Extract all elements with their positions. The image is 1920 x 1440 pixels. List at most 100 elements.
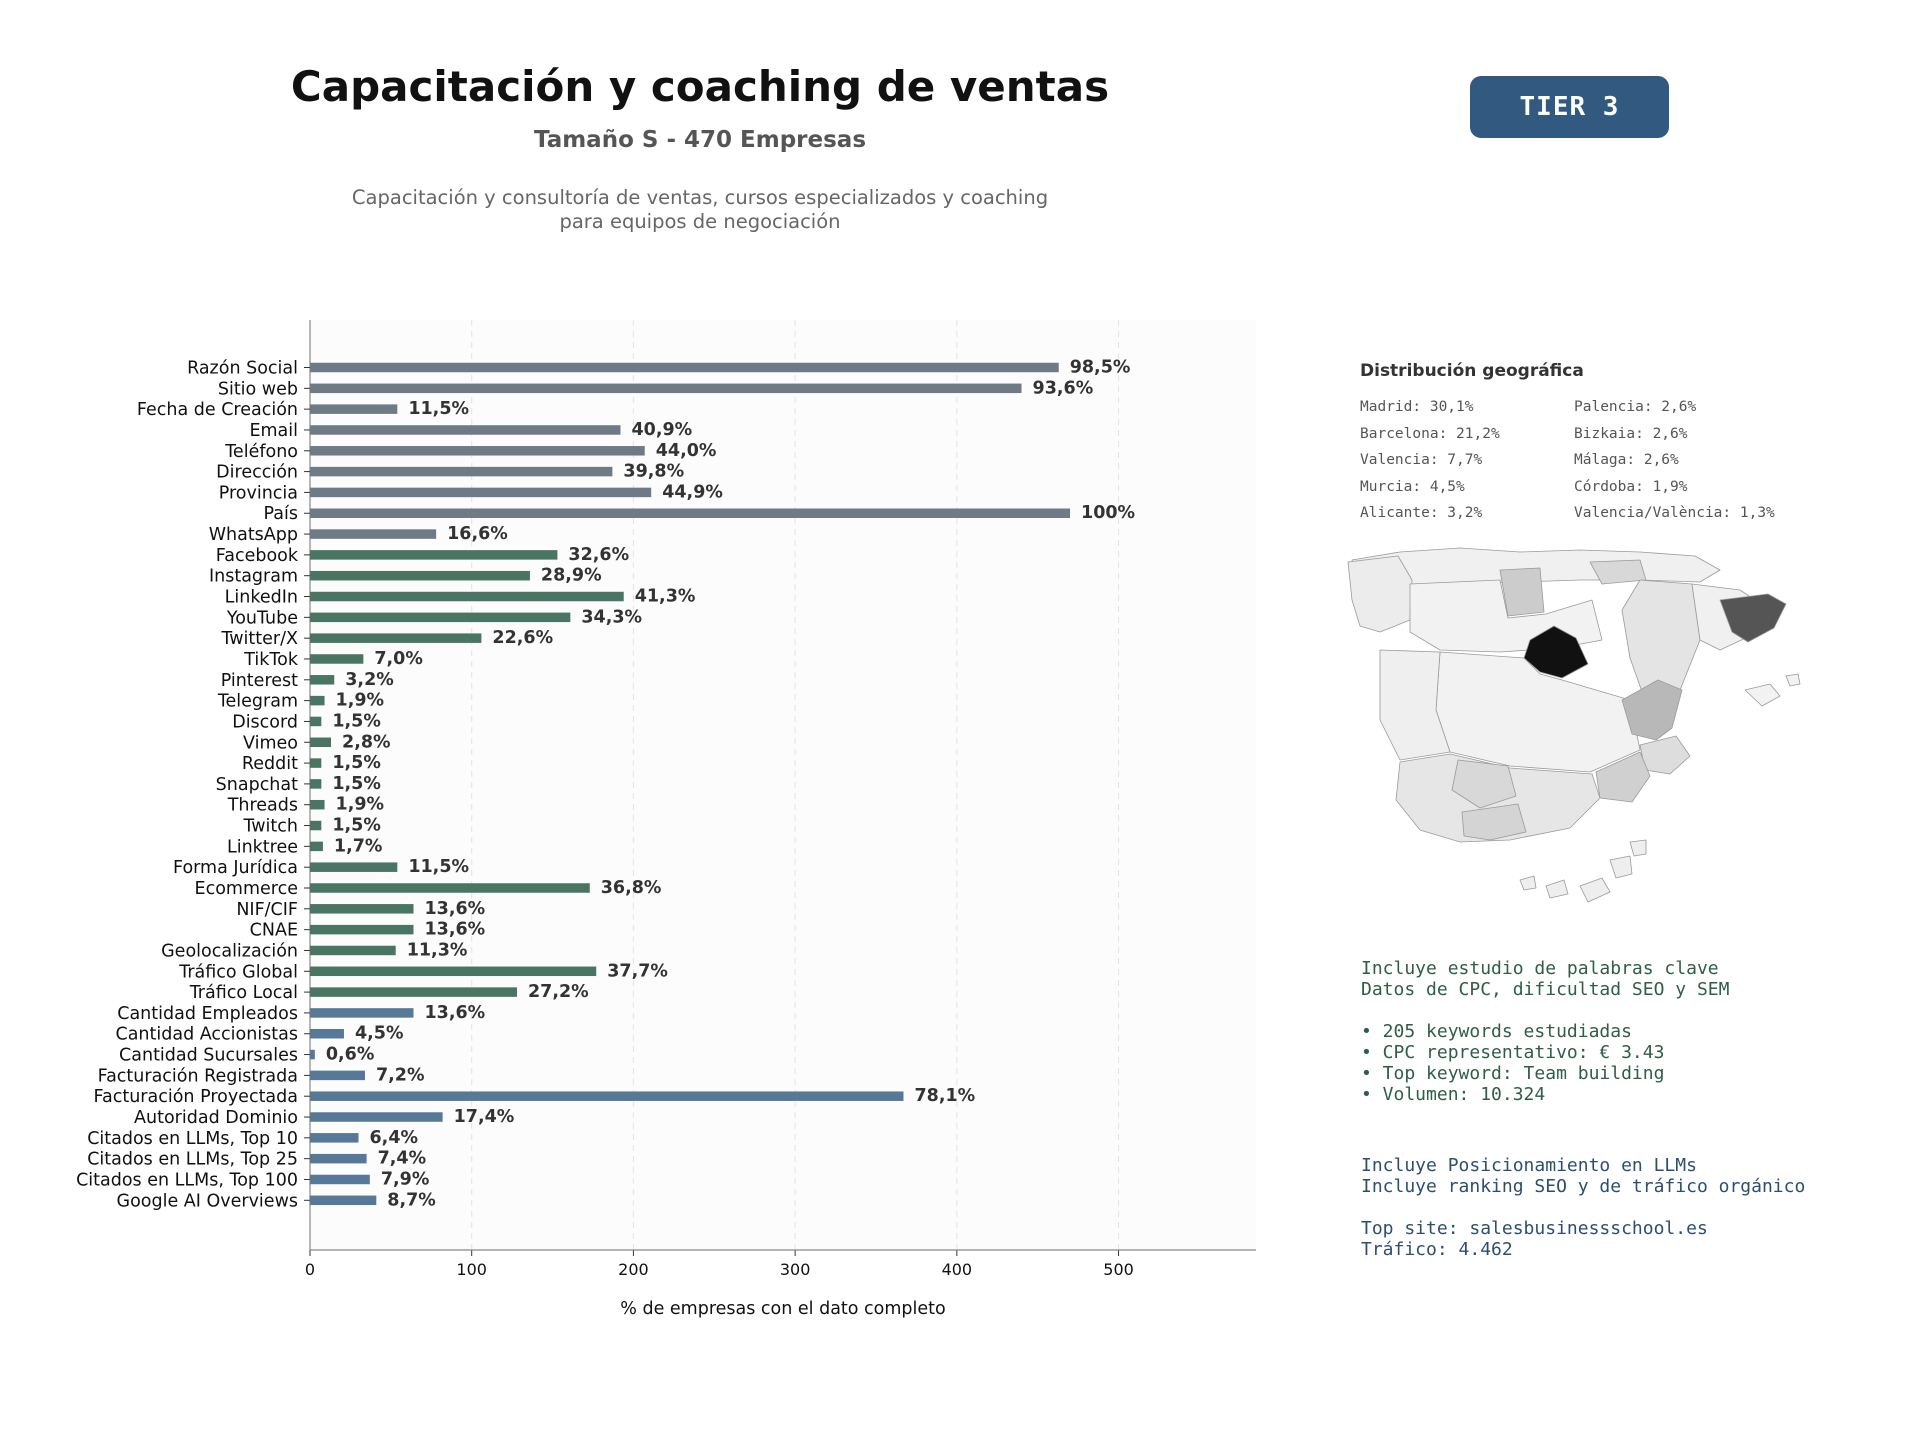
tier-badge: TIER 3 [1470,76,1669,138]
keywords-bullet: • Top keyword: Team building [1361,1063,1665,1084]
page-subtitle: Tamaño S - 470 Empresas [533,127,867,153]
data-label: 3,2% [345,670,394,690]
plot-area [310,320,1256,1250]
bar [310,883,590,893]
llm-line: Incluye ranking SEO y de tráfico orgánic… [1361,1176,1806,1197]
data-label: 1,5% [332,711,381,731]
data-label: 7,2% [376,1065,425,1085]
data-label: 1,5% [332,753,381,773]
category-label: Cantidad Sucursales [119,1046,298,1066]
bar [310,508,1071,518]
category-label: Forma Jurídica [173,858,298,878]
category-label: NIF/CIF [236,900,298,920]
data-label: 40,9% [631,420,692,440]
data-label: 11,5% [408,399,469,419]
category-label: Pinterest [221,671,298,691]
map-region-valencia [1621,679,1683,741]
data-label: 13,6% [424,920,485,940]
x-tick-label: 400 [942,1260,973,1279]
bar [310,529,437,539]
spain-map [1347,547,1801,903]
map-region-barcelona [1719,593,1787,643]
map-region-alicante [1639,735,1691,775]
category-label: Tráfico Local [189,983,298,1003]
category-label: Citados en LLMs, Top 25 [87,1150,298,1170]
bar [310,862,398,872]
bar [310,675,335,685]
category-label: Instagram [209,567,298,587]
data-label: 98,5% [1070,358,1131,378]
top-site: Top site: salesbusinessschool.es [1361,1218,1708,1239]
bar [310,654,364,664]
geo-distribution-title: Distribución geográfica [1360,361,1584,381]
data-label: 44,9% [662,482,723,502]
bar [310,1112,443,1122]
data-label: 44,0% [656,441,717,461]
data-label: 39,8% [623,462,684,482]
data-label: 13,6% [424,1003,485,1023]
bar [310,404,398,414]
data-label: 16,6% [447,524,508,544]
data-label: 41,3% [635,587,696,607]
map-region-bizkaia [1589,559,1647,585]
category-label: Provincia [219,483,298,503]
bar [310,1153,367,1164]
data-label: 11,5% [408,857,469,877]
llm-info: Incluye Posicionamiento en LLMs Incluye … [1361,1155,1805,1260]
x-tick-label: 500 [1103,1260,1134,1279]
category-label: Twitch [242,817,298,837]
keywords-bullet: • 205 keywords estudiadas [1361,1021,1632,1042]
bar [310,841,323,852]
data-label: 0,6% [326,1045,375,1065]
category-label: Dirección [216,463,298,483]
category-label: Threads [227,796,298,816]
data-label: 8,7% [387,1190,436,1210]
map-region-malaga [1461,803,1527,841]
bar [310,633,482,643]
bar [310,1008,414,1018]
data-label: 22,6% [492,628,553,648]
category-label: WhatsApp [209,525,298,545]
category-label: Vimeo [243,733,298,753]
geo-item: Madrid: 30,1% [1360,399,1474,415]
keywords-line: Incluye estudio de palabras clave [1361,958,1719,979]
description-line: Capacitación y consultoría de ventas, cu… [351,186,1049,209]
category-label: Citados en LLMs, Top 100 [76,1170,298,1190]
bar [310,820,322,831]
data-label: 7,4% [378,1149,427,1169]
bar [310,1028,344,1039]
map-region-palencia [1499,567,1545,617]
data-label: 7,0% [374,649,423,669]
data-label: 1,5% [332,816,381,836]
geo-item: Córdoba: 1,9% [1574,478,1688,495]
bar [310,591,624,602]
geo-item: Málaga: 2,6% [1574,452,1679,468]
category-label: Teléfono [224,442,298,462]
bar [310,987,517,997]
category-label: LinkedIn [225,588,298,608]
category-label: País [264,504,298,524]
map-region-galicia [1347,555,1413,633]
x-tick-label: 200 [618,1260,649,1279]
data-label: 7,9% [381,1169,430,1189]
data-label: 1,9% [336,795,385,815]
category-label: Telegram [217,692,298,712]
map-region-extremadura [1379,649,1451,761]
data-label: 6,4% [370,1128,419,1148]
category-label: Facebook [216,546,299,566]
category-label: Linktree [227,837,298,857]
category-label: Facturación Proyectada [94,1087,298,1107]
bar [310,1195,377,1206]
data-label: 34,3% [581,607,642,627]
category-label: TikTok [243,650,299,670]
bar [310,550,558,560]
category-label: Sitio web [218,379,298,399]
data-label: 27,2% [528,982,589,1002]
bar-chart: 0 100 200 300 400 500 Razón Social 98,5% Sitio w… [76,320,1256,1319]
data-label: 1,5% [332,774,381,794]
category-label: Fecha de Creación [137,400,298,420]
geo-item: Barcelona: 21,2% [1360,425,1500,442]
bar [310,466,613,477]
geo-distribution-list: Madrid: 30,1% Palencia: 2,6% Barcelona: … [1360,398,1814,523]
page-title: Capacitación y coaching de ventas [290,62,1110,111]
